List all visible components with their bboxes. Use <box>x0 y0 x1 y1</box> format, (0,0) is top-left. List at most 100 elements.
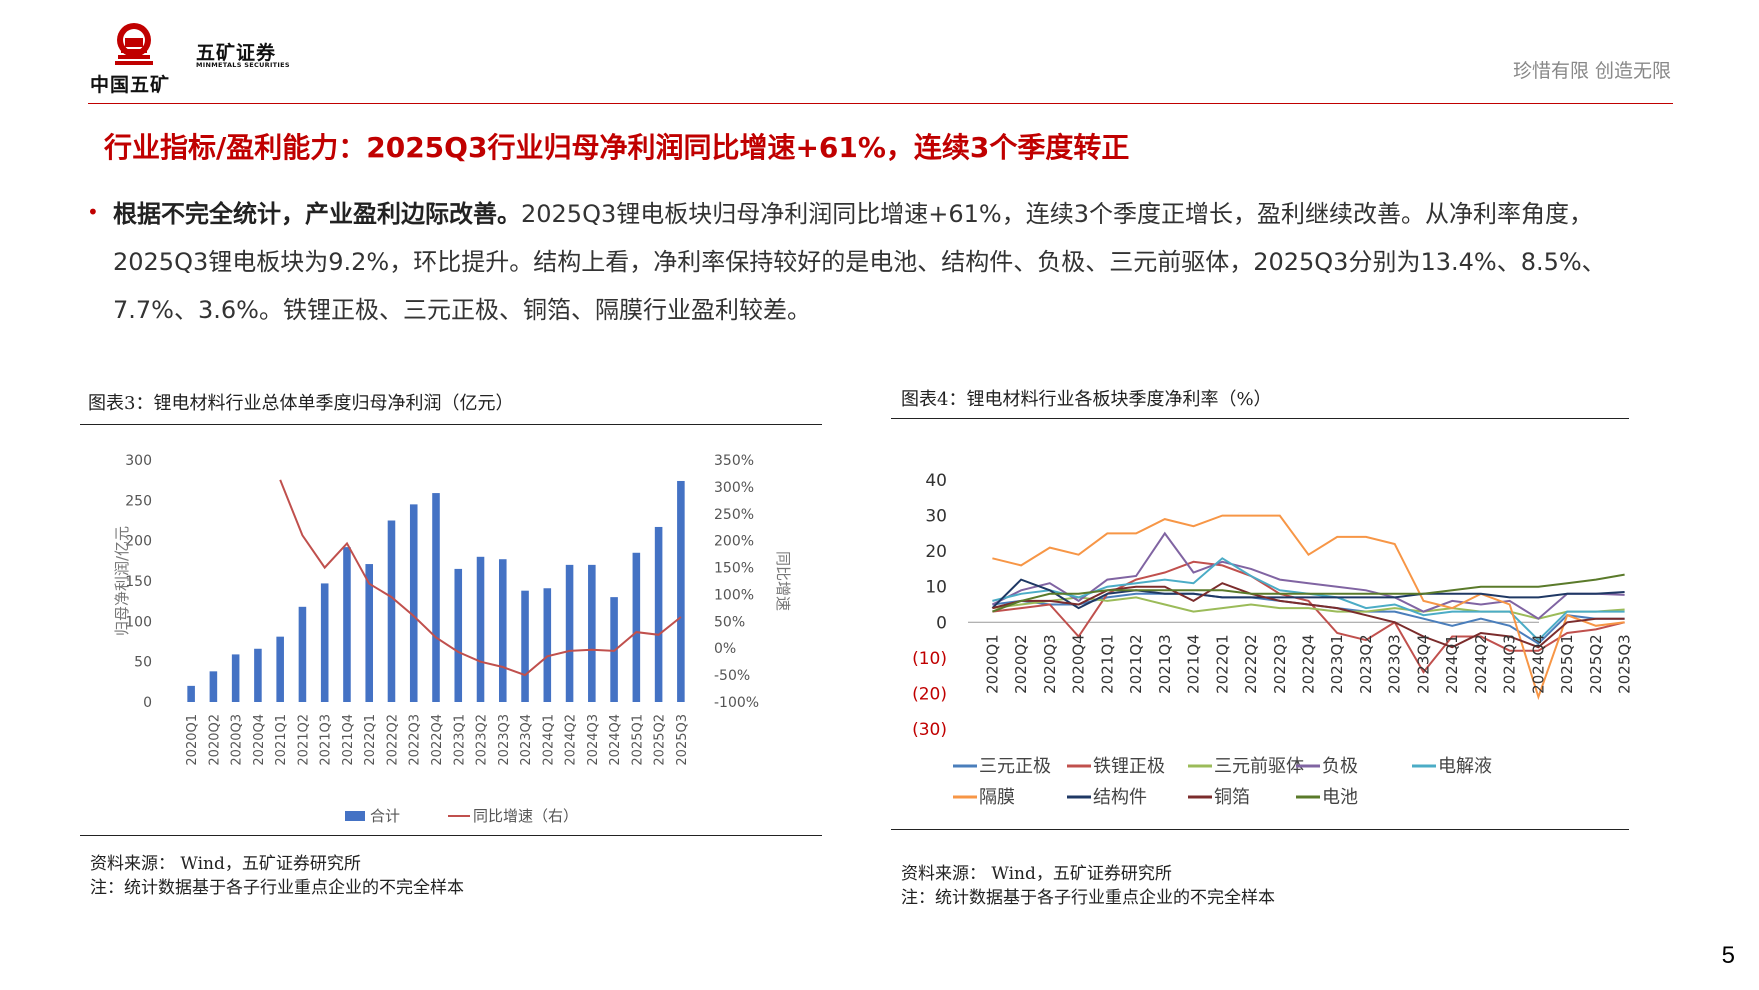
series-line <box>992 582 1625 649</box>
x-tick-label: 2024Q1 <box>541 714 556 766</box>
bar <box>454 568 463 702</box>
y-tick-label: 150 <box>125 574 152 590</box>
y2-tick-label: -100% <box>714 695 759 711</box>
figure3-source: 资料来源： Wind，五矿证券研究所 <box>90 854 361 874</box>
y2-tick-label: 350% <box>714 453 754 469</box>
x-tick-label: 2022Q4 <box>430 714 445 766</box>
y-tick-label: 30 <box>925 507 947 527</box>
summary-paragraph: 根据不完全统计，产业盈利边际改善。2025Q3锂电板块归母净利润同比增速+61%… <box>113 190 1668 334</box>
slogan: 珍惜有限 创造无限 <box>1512 60 1671 82</box>
x-tick-label: 2022Q1 <box>1213 634 1231 694</box>
legend-line-label: 同比增速（右） <box>473 807 578 825</box>
logo-text: 中国五矿 <box>90 74 171 96</box>
bar <box>632 552 641 702</box>
y-tick-label: (30) <box>912 720 947 740</box>
y-tick-label: 250 <box>125 493 152 509</box>
figure3-title: 图表3：锂电材料行业总体单季度归母净利润（亿元） <box>88 393 514 414</box>
bar <box>432 493 440 702</box>
x-tick-label: 2021Q1 <box>274 714 289 766</box>
x-tick-label: 2022Q4 <box>1300 634 1318 694</box>
y-tick-label: 200 <box>125 534 152 550</box>
y2-tick-label: -50% <box>714 668 750 684</box>
series-line <box>991 578 1625 610</box>
legend-label: 电解液 <box>1438 756 1492 777</box>
bar <box>209 671 218 702</box>
y-tick-label: (10) <box>912 649 947 669</box>
brand-name: 五矿证券 <box>196 42 277 64</box>
x-tick-label: 2022Q1 <box>363 714 378 766</box>
y-tick-label: 40 <box>925 471 947 491</box>
x-tick-label: 2025Q3 <box>1616 634 1631 694</box>
x-tick-label: 2021Q3 <box>319 714 334 766</box>
bar <box>610 597 618 702</box>
figure3-top-rule <box>80 424 822 425</box>
page-title: 行业指标/盈利能力：2025Q3行业归母净利润同比增速+61%，连续3个季度转正 <box>104 131 1130 164</box>
series-line <box>992 596 1625 620</box>
x-tick-label: 2024Q3 <box>586 714 601 766</box>
x-tick-label: 2021Q4 <box>1185 634 1203 694</box>
figure4-bottom-rule <box>891 829 1629 830</box>
x-tick-label: 2020Q4 <box>252 714 267 766</box>
bar <box>365 564 374 702</box>
x-tick-label: 2023Q4 <box>1414 634 1432 694</box>
y-tick-label: 20 <box>925 542 947 562</box>
x-tick-label: 2020Q2 <box>207 714 222 766</box>
x-tick-label: 2025Q1 <box>630 714 645 766</box>
x-tick-label: 2022Q2 <box>1242 634 1260 694</box>
x-tick-label: 2020Q3 <box>230 714 245 766</box>
legend-label: 负极 <box>1322 756 1358 777</box>
x-tick-label: 2020Q3 <box>1041 634 1059 694</box>
x-tick-label: 2023Q2 <box>475 714 490 766</box>
y-tick-label: 0 <box>143 695 152 711</box>
x-tick-label: 2020Q1 <box>185 714 200 766</box>
figure3-bottom-rule <box>80 835 822 836</box>
series-line <box>992 514 1625 701</box>
x-tick-label: 2023Q3 <box>1386 634 1404 694</box>
x-tick-label: 2021Q2 <box>1127 634 1145 694</box>
x-tick-label: 2024Q3 <box>1501 634 1519 694</box>
x-tick-label: 2024Q2 <box>564 714 579 766</box>
x-tick-label: 2023Q4 <box>519 714 534 766</box>
y-tick-label: 300 <box>125 453 152 469</box>
brand-name-en: MINMETALS SECURITIES <box>196 61 290 69</box>
china-minmetals-logo-icon <box>115 23 153 65</box>
y2-tick-label: 300% <box>714 480 754 496</box>
x-tick-label: 2024Q4 <box>608 714 623 766</box>
x-tick-label: 2023Q3 <box>497 714 512 766</box>
x-tick-label: 2020Q1 <box>983 634 1001 694</box>
legend-bar-swatch <box>345 811 365 821</box>
x-tick-label: 2025Q3 <box>675 714 690 766</box>
y-tick-label: 50 <box>134 655 152 671</box>
x-tick-label: 2023Q1 <box>1328 634 1346 694</box>
x-tick-label: 2020Q4 <box>1070 634 1088 694</box>
yoy-growth-line <box>279 479 682 677</box>
x-tick-label: 2023Q1 <box>452 714 467 766</box>
bar <box>254 648 262 702</box>
bar <box>498 559 507 702</box>
page-number: 5 <box>1721 942 1735 969</box>
y2-tick-label: 200% <box>714 534 754 550</box>
legend-label: 铁锂正极 <box>1093 756 1165 777</box>
bar <box>231 654 240 702</box>
y2-tick-label: 50% <box>714 614 745 630</box>
y-tick-label: 100 <box>125 614 152 630</box>
series-line <box>992 560 1625 674</box>
bar <box>343 547 351 702</box>
net-profit-chart: 0 50 100 150 200 250 300 -100% -50% 0% 50% 100% 150%… <box>113 453 792 825</box>
y-axis-label: 归母净利润/亿元 <box>113 526 131 636</box>
bar <box>521 590 529 702</box>
x-tick-label: 2025Q2 <box>1587 634 1605 694</box>
header-divider <box>88 103 1673 104</box>
bar <box>677 480 685 702</box>
bar <box>276 636 284 702</box>
figure4-note: 注：统计数据基于各子行业重点企业的不完全样本 <box>901 888 1275 908</box>
bar <box>409 504 418 702</box>
y2-tick-label: 0% <box>714 641 736 657</box>
bullet-dot-icon: • <box>87 200 99 224</box>
series-line <box>992 573 1625 613</box>
legend-label: 三元正极 <box>979 756 1051 777</box>
figure3-note: 注：统计数据基于各子行业重点企业的不完全样本 <box>90 878 464 898</box>
y-tick-label: 10 <box>925 578 947 598</box>
summary-text: 2025Q3锂电板块归母净利润同比增速+61%，连续3个季度正增长，盈利继续改善… <box>113 200 1606 324</box>
x-tick-label: 2022Q3 <box>1271 634 1289 694</box>
